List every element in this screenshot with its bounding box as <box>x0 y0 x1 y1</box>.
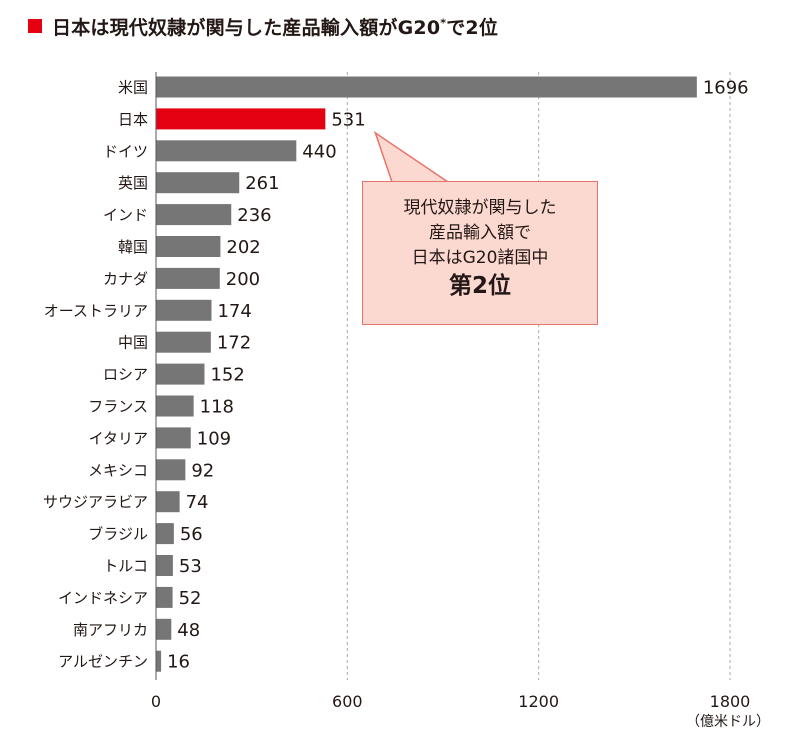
category-label-18: アルゼンチン <box>58 653 148 671</box>
gridlines <box>346 72 731 680</box>
category-label-0: 米国 <box>118 79 148 97</box>
category-label-11: イタリア <box>89 429 148 447</box>
category-label-14: ブラジル <box>88 525 148 543</box>
callout-arrow <box>373 131 451 183</box>
bar-17 <box>156 618 172 640</box>
value-label-9: 152 <box>210 365 244 386</box>
callout-box: 現代奴隷が関与した 産品輸入額で 日本はG20諸国中 第2位 <box>362 181 598 325</box>
bar-5 <box>156 236 221 257</box>
value-label-16: 52 <box>179 588 202 609</box>
bar-16 <box>156 586 173 608</box>
value-label-13: 74 <box>186 492 209 513</box>
value-label-0: 1696 <box>703 78 749 99</box>
category-label-13: サウジアラビア <box>43 493 148 511</box>
bar-15 <box>156 555 173 576</box>
category-label-10: フランス <box>88 398 148 416</box>
callout-pointer <box>373 131 451 183</box>
callout-line-4: 第2位 <box>448 273 511 299</box>
category-label-6: カナダ <box>103 270 148 288</box>
chart-title-asterisk: * <box>440 16 447 30</box>
x-unit-label: （億米ドル） <box>686 714 770 730</box>
value-label-14: 56 <box>180 524 203 545</box>
title-marker-square <box>28 19 42 33</box>
bar-11 <box>156 427 191 449</box>
bar-6 <box>156 267 220 289</box>
value-label-17: 48 <box>177 620 200 641</box>
value-label-1: 531 <box>331 109 365 130</box>
bar-7 <box>156 299 212 321</box>
bar-3 <box>156 172 240 194</box>
callout-line-1: 現代奴隷が関与した <box>403 198 557 218</box>
category-label-1: 日本 <box>118 110 148 128</box>
category-label-5: 韓国 <box>118 238 148 256</box>
value-label-4: 236 <box>237 205 271 226</box>
chart-title-main: 日本は現代奴隷が関与した産品輸入額がG20 <box>52 16 441 39</box>
value-label-2: 440 <box>302 141 336 162</box>
category-label-16: インドネシア <box>58 589 148 607</box>
bar-1 <box>156 108 326 130</box>
chart-title-block: 日本は現代奴隷が関与した産品輸入額がG20*で2位 <box>28 10 498 42</box>
category-label-12: メキシコ <box>88 461 148 479</box>
value-label-8: 172 <box>217 333 251 354</box>
value-label-5: 202 <box>226 237 260 258</box>
value-label-10: 118 <box>200 397 234 418</box>
bar-13 <box>156 491 180 513</box>
category-label-15: トルコ <box>103 557 148 575</box>
bar-10 <box>156 395 194 417</box>
bar-12 <box>156 459 186 481</box>
category-label-4: インド <box>103 206 148 224</box>
bars: 米国 1696 日本 531 ドイツ 440 英国 261 インド 236 韓国 202 カナダ 200 オ… <box>43 76 749 673</box>
value-label-18: 16 <box>167 652 190 673</box>
value-label-12: 92 <box>191 460 214 481</box>
bar-18 <box>156 650 162 672</box>
category-label-2: ドイツ <box>103 142 148 160</box>
chart-title-suffix: で2位 <box>446 16 499 39</box>
x-axis: 0 600 1200 1800 （億米ドル） <box>151 72 770 730</box>
bar-2 <box>156 140 297 162</box>
x-tick-label-600: 600 <box>332 692 363 711</box>
category-label-3: 英国 <box>118 174 148 192</box>
x-tick-label-0: 0 <box>151 692 161 711</box>
bar-4 <box>156 204 232 226</box>
chart-title: 日本は現代奴隷が関与した産品輸入額がG20*で2位 <box>52 13 498 40</box>
value-label-6: 200 <box>226 269 260 290</box>
value-label-7: 174 <box>217 301 251 322</box>
callout-line-2: 産品輸入額で <box>429 223 531 243</box>
callout-line-3: 日本はG20諸国中 <box>411 248 549 268</box>
category-label-8: 中国 <box>118 334 148 352</box>
bar-8 <box>156 331 211 353</box>
value-label-15: 53 <box>179 556 202 577</box>
x-tick-label-1200: 1200 <box>518 692 559 711</box>
category-label-7: オーストラリア <box>44 302 148 320</box>
value-label-3: 261 <box>245 173 279 194</box>
x-tick-label-1800: 1800 <box>710 692 751 711</box>
bar-9 <box>156 363 205 385</box>
bar-14 <box>156 523 174 545</box>
category-label-9: ロシア <box>103 366 148 384</box>
category-label-17: 南アフリカ <box>73 621 148 639</box>
value-label-11: 109 <box>197 428 231 449</box>
bar-0 <box>156 76 697 98</box>
